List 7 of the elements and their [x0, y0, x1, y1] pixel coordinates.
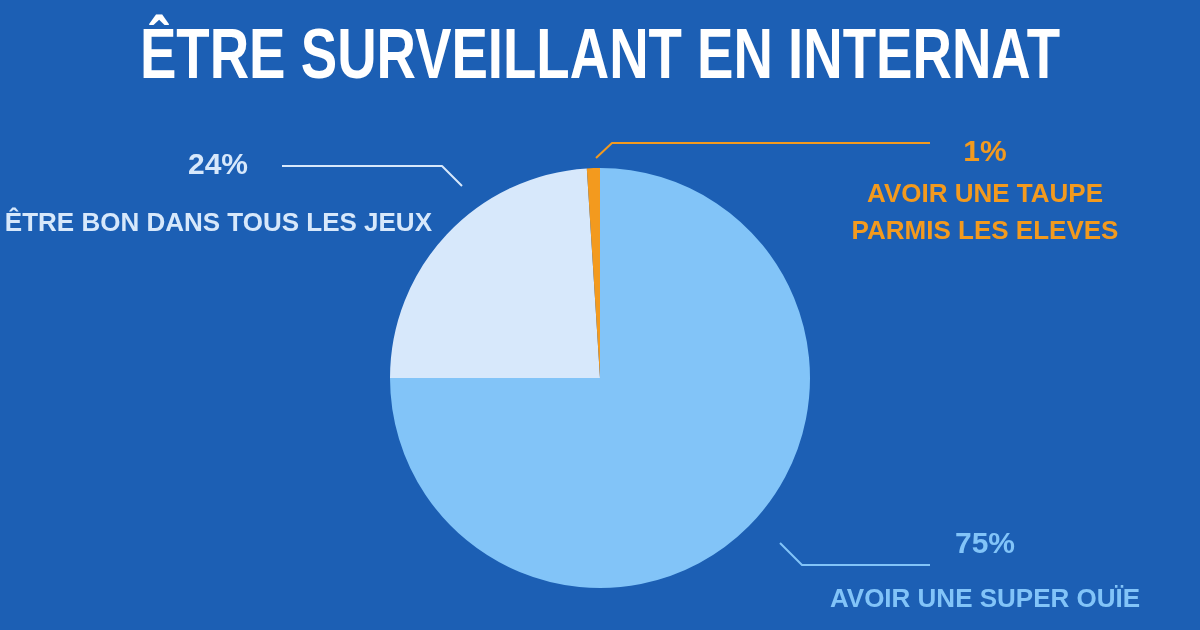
slice-label: ÊTRE BON DANS TOUS LES JEUX	[4, 207, 433, 238]
data-label: 75%	[954, 526, 1016, 560]
slice-label: AVOIR UNE SUPER OUÏE	[829, 583, 1141, 614]
data-label: 1%	[963, 134, 1007, 168]
chart-title: ÊTRE SURVEILLANT EN INTERNAT	[138, 14, 1062, 94]
slice-label: AVOIR UNE TAUPE PARMIS LES ELEVES	[851, 178, 1119, 246]
data-label: 24%	[187, 147, 249, 181]
